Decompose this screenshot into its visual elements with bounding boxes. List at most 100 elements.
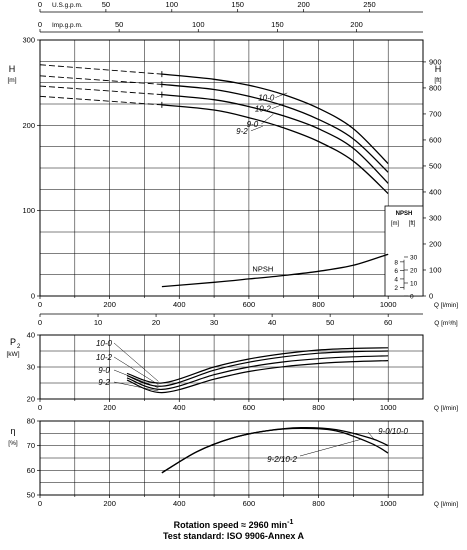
eff-x-unit-label: Q [l/min]: [434, 501, 458, 508]
top-axis-2-tick-label: 100: [192, 20, 205, 29]
eff-y-tick-label: 70: [27, 441, 35, 450]
npsh-ft-tick-label: 20: [410, 267, 418, 274]
power-curve-label-10-2: 10-2: [96, 353, 113, 362]
power-curve-label-9-0: 9-0: [98, 366, 110, 375]
power-curve-leader-10-0: [113, 342, 159, 382]
power-x-tick-label: 1000: [380, 403, 397, 412]
head-y2-tick-label: 100: [429, 265, 442, 274]
top-axis-1-label: U.S.g.p.m.: [52, 2, 83, 9]
eff-curve-9-2/10-2: [161, 427, 389, 474]
head-y2-tick-label: 600: [429, 135, 442, 144]
power-curve-leader-9-0: [113, 369, 159, 389]
head-y2-tick-label: 500: [429, 161, 442, 170]
test-standard-note: Test standard: ISO 9906-Annex A: [162, 531, 305, 541]
eff-x-tick-label: 600: [243, 499, 256, 508]
top-axis-2-tick-label: 50: [115, 20, 123, 29]
flow-m3h-axis: 0 10 20 30 40 50 60 Q [m³/h]: [38, 313, 458, 327]
power-x-unit-label: Q [l/min]: [434, 405, 458, 412]
head-curve-10-0-dashed-extension: [39, 64, 162, 75]
power-y-label: P: [10, 337, 16, 347]
npsh-ft-tick-label: 30: [410, 254, 418, 261]
head-x-tick-label: 800: [312, 300, 325, 309]
head-y-tick-label: 100: [22, 206, 35, 215]
head-x-tick-label: 400: [173, 300, 186, 309]
power-x-tick-label: 200: [103, 403, 116, 412]
head-frame: [39, 39, 424, 297]
eff-curve-label-9-0/10-0: 9-0/10-0: [378, 427, 408, 436]
top-axis-2-tick-label: 150: [271, 20, 284, 29]
eff-y-unit: [%]: [8, 440, 18, 447]
top-flow-axes: 0 50 100 150 200 250 U.S.g.p.m. 0 50 100 150 200 Imp…: [38, 0, 423, 33]
power-curve-10-0: [126, 347, 389, 384]
eff-curve-9-0/10-0: [161, 427, 389, 474]
eff-curve-leader-9-2/10-2: [299, 439, 361, 457]
rotation-speed-exponent: -1: [287, 519, 294, 526]
npsh-box-title: NPSH: [396, 211, 413, 217]
flow-m3h-tick-label: 50: [326, 318, 334, 327]
power-y-tick-label: 30: [27, 363, 35, 372]
head-curve-label-9-2: 9-2: [236, 127, 248, 136]
power-y-tick-label: 40: [27, 331, 35, 340]
npsh-ft-tick-label: 0: [410, 294, 414, 301]
power-curve-label-9-2: 9-2: [98, 378, 110, 387]
power-chart: 0 200 400 600 800 1000 Q [l/min] 20 30 40 P 2[kW] 10…: [7, 331, 459, 413]
head-x-tick-label: 0: [38, 300, 42, 309]
eff-x-tick-label: 1000: [380, 499, 397, 508]
eff-x-tick-label: 200: [103, 499, 116, 508]
eff-x-tick-label: 800: [312, 499, 325, 508]
head-y2-tick-label: 200: [429, 239, 442, 248]
npsh-m-tick-label: 6: [394, 268, 398, 275]
npsh-ft-tick-label: 10: [410, 280, 418, 287]
npsh-m-tick-label: 8: [394, 259, 398, 266]
head-y2-tick-label: 800: [429, 83, 442, 92]
head-curve-leader-9-2: [250, 125, 263, 132]
head-curve-leader-9-0: [261, 114, 274, 125]
head-curve-9-0-dashed-extension: [39, 85, 162, 96]
top-axis-1-tick-label: 100: [166, 0, 179, 9]
head-curve-leader-10-0: [275, 92, 288, 98]
head-y-label: H: [9, 64, 16, 74]
head-curve-label-10-0: 10-0: [258, 94, 275, 103]
head-curve-label-9-0: 9-0: [247, 120, 259, 129]
npsh-box-unit-m: [m]: [391, 221, 400, 227]
head-chart: 0 200 400 600 800 1000 Q [l/min]0100200300H[m]…: [7, 36, 458, 310]
power-x-tick-label: 600: [243, 403, 256, 412]
eff-y-tick-label: 60: [27, 466, 35, 475]
flow-m3h-tick-label: 20: [152, 318, 160, 327]
head-curve-leader-10-2: [271, 103, 284, 109]
head-x-tick-label: 200: [103, 300, 116, 309]
head-curve-9-2-dashed-extension: [39, 95, 162, 106]
eff-curve-label-9-2/10-2: 9-2/10-2: [267, 455, 297, 464]
power-x-tick-label: 400: [173, 403, 186, 412]
head-curve-label-10-2: 10-2: [255, 105, 272, 114]
top-axis-2-label: Imp.g.p.m.: [52, 22, 83, 29]
power-curve-9-0: [126, 355, 389, 391]
head-y-tick-label: 300: [22, 36, 35, 45]
rotation-speed-text: Rotation speed ≈ 2960 min: [173, 520, 288, 530]
head-y2-label: H: [435, 64, 442, 74]
eff-x-tick-label: 0: [38, 499, 42, 508]
flow-m3h-unit-label: Q [m³/h]: [434, 320, 458, 327]
power-x-tick-label: 800: [312, 403, 325, 412]
head-y2-tick-label: 900: [429, 57, 442, 66]
head-y2-tick-label: 0: [429, 292, 433, 301]
head-curve-10-2-dashed-extension: [39, 75, 162, 85]
top-axis-1-tick-label: 0: [38, 0, 42, 9]
eff-y-label: η: [10, 426, 15, 436]
top-axis-1-tick-label: 250: [363, 0, 376, 9]
top-axis-1-tick-label: 150: [231, 0, 244, 9]
head-curve-10-2: [161, 83, 389, 173]
efficiency-chart: 0 200 400 600 800 1000 Q [l/min] 50 60 70 80 η [%] 9-…: [8, 417, 458, 509]
flow-m3h-tick-label: 30: [210, 318, 218, 327]
flow-m3h-tick-label: 0: [38, 318, 42, 327]
head-x-tick-label: 600: [243, 300, 256, 309]
flow-m3h-tick-label: 60: [384, 318, 392, 327]
rotation-speed-note: Rotation speed ≈ 2960 min-1: [0, 519, 467, 530]
eff-curve-leader-9-0/10-0: [367, 431, 375, 440]
top-axis-1-tick-label: 200: [297, 0, 310, 9]
head-x-tick-label: 1000: [380, 300, 397, 309]
head-y-tick-label: 200: [22, 121, 35, 130]
head-y2-tick-label: 700: [429, 109, 442, 118]
eff-x-tick-label: 400: [173, 499, 186, 508]
